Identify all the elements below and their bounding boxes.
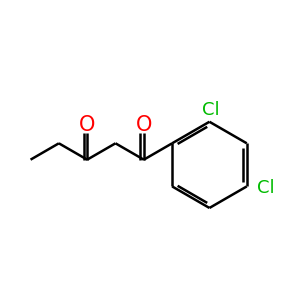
Text: O: O xyxy=(136,115,152,135)
Text: O: O xyxy=(79,115,95,135)
Text: Cl: Cl xyxy=(202,101,220,119)
Text: Cl: Cl xyxy=(257,179,275,197)
